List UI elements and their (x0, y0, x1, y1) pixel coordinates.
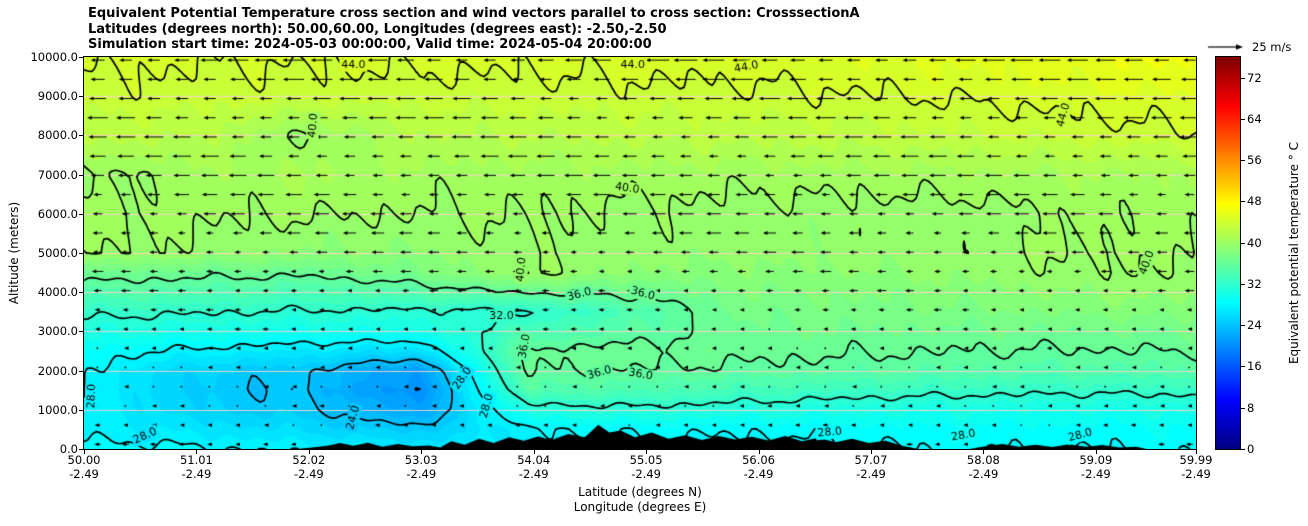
colorbar-tick-mark (1241, 201, 1245, 203)
y-tick-mark (79, 96, 83, 98)
x-tick-label: 53.03 -2.49 (404, 453, 438, 481)
x-tick-label: 56.06 -2.49 (742, 453, 775, 481)
colorbar-tick-label: 16 (1247, 359, 1262, 374)
colorbar-tick-label: 40 (1247, 235, 1262, 250)
colorbar-tick-label: 24 (1247, 318, 1262, 333)
y-tick-mark (79, 135, 83, 137)
colorbar-tick-label: 64 (1247, 111, 1262, 126)
title-line-1: Equivalent Potential Temperature cross s… (88, 6, 860, 21)
x-tick-mark (870, 450, 872, 454)
colorbar-tick-mark (1241, 407, 1245, 409)
y-tick-mark (79, 253, 83, 254)
wind-reference-label: 25 m/s (1252, 40, 1292, 54)
x-tick-mark (983, 450, 985, 454)
x-tick-label: 54.04 -2.49 (517, 453, 551, 481)
y-tick-label: 3000.0 (37, 324, 78, 339)
colorbar-tick-label: 32 (1247, 276, 1262, 291)
y-tick-label: 4000.0 (37, 285, 78, 300)
colorbar-tick-mark (1241, 366, 1245, 368)
colorbar-tick-label: 72 (1247, 70, 1262, 85)
x-tick-label: 58.08 -2.49 (966, 453, 1000, 481)
x-axis-label-longitude: Longitude (degrees E) (573, 500, 707, 514)
colorbar-tick-mark (1241, 449, 1245, 450)
title-line-2: Latitudes (degrees north): 50.00,60.00, … (88, 21, 667, 37)
colorbar-tick-mark (1241, 325, 1245, 327)
x-tick-label: 52.02 -2.49 (292, 453, 326, 481)
y-tick-mark (79, 57, 83, 58)
y-tick-mark (79, 174, 83, 176)
colorbar-tick-label: 48 (1247, 194, 1262, 209)
colorbar-tick-mark (1241, 160, 1245, 162)
x-axis-label-latitude: Latitude (degrees N) (578, 485, 702, 499)
y-tick-label: 6000.0 (37, 206, 78, 221)
x-tick-mark (646, 450, 648, 454)
y-tick-mark (79, 409, 83, 411)
colorbar-tick-label: 56 (1247, 153, 1262, 168)
cross-section-plot (83, 56, 1197, 450)
colorbar-tick-mark (1241, 242, 1245, 244)
title-line-3: Simulation start time: 2024-05-03 00:00:… (88, 37, 652, 52)
colorbar-label: Equivalent potential temperature ° C (1287, 141, 1301, 365)
x-tick-mark (308, 450, 310, 454)
x-tick-mark (84, 450, 85, 454)
y-tick-label: 5000.0 (37, 246, 78, 260)
x-tick-mark (196, 450, 198, 454)
colorbar-tick-mark (1241, 283, 1245, 285)
colorbar-tick-mark (1241, 77, 1245, 79)
y-tick-mark (79, 213, 83, 215)
x-tick-label: 51.01 -2.49 (179, 453, 213, 481)
y-tick-mark (79, 370, 83, 372)
x-tick-mark (533, 450, 535, 454)
x-tick-label: 50.00 -2.49 (67, 453, 101, 481)
x-tick-label: 59.09 -2.49 (1079, 453, 1113, 481)
x-tick-mark (758, 450, 760, 454)
colorbar (1215, 56, 1241, 450)
y-tick-label: 7000.0 (37, 167, 78, 182)
x-tick-mark (421, 450, 423, 454)
x-tick-label: 57.07 -2.49 (854, 453, 888, 481)
y-tick-label: 2000.0 (37, 363, 78, 378)
x-tick-label: 55.05 -2.49 (629, 453, 663, 481)
x-tick-mark (1196, 450, 1197, 454)
colorbar-tick-mark (1241, 118, 1245, 120)
y-tick-label: 10000.0 (30, 50, 78, 64)
colorbar-tick-label: 8 (1247, 400, 1255, 415)
figure-title: Equivalent Potential Temperature cross s… (88, 6, 860, 53)
y-tick-label: 1000.0 (37, 402, 78, 417)
wind-reference-arrow-icon (1202, 39, 1257, 55)
y-tick-mark (79, 292, 83, 294)
y-tick-mark (79, 331, 83, 333)
x-tick-label: 59.99 -2.49 (1179, 453, 1213, 481)
x-tick-mark (1095, 450, 1097, 454)
colorbar-tick-label: 0 (1247, 442, 1255, 456)
y-tick-label: 9000.0 (37, 89, 78, 104)
y-tick-mark (79, 449, 83, 450)
y-tick-label: 0.0 (59, 442, 78, 456)
y-tick-label: 8000.0 (37, 128, 78, 143)
